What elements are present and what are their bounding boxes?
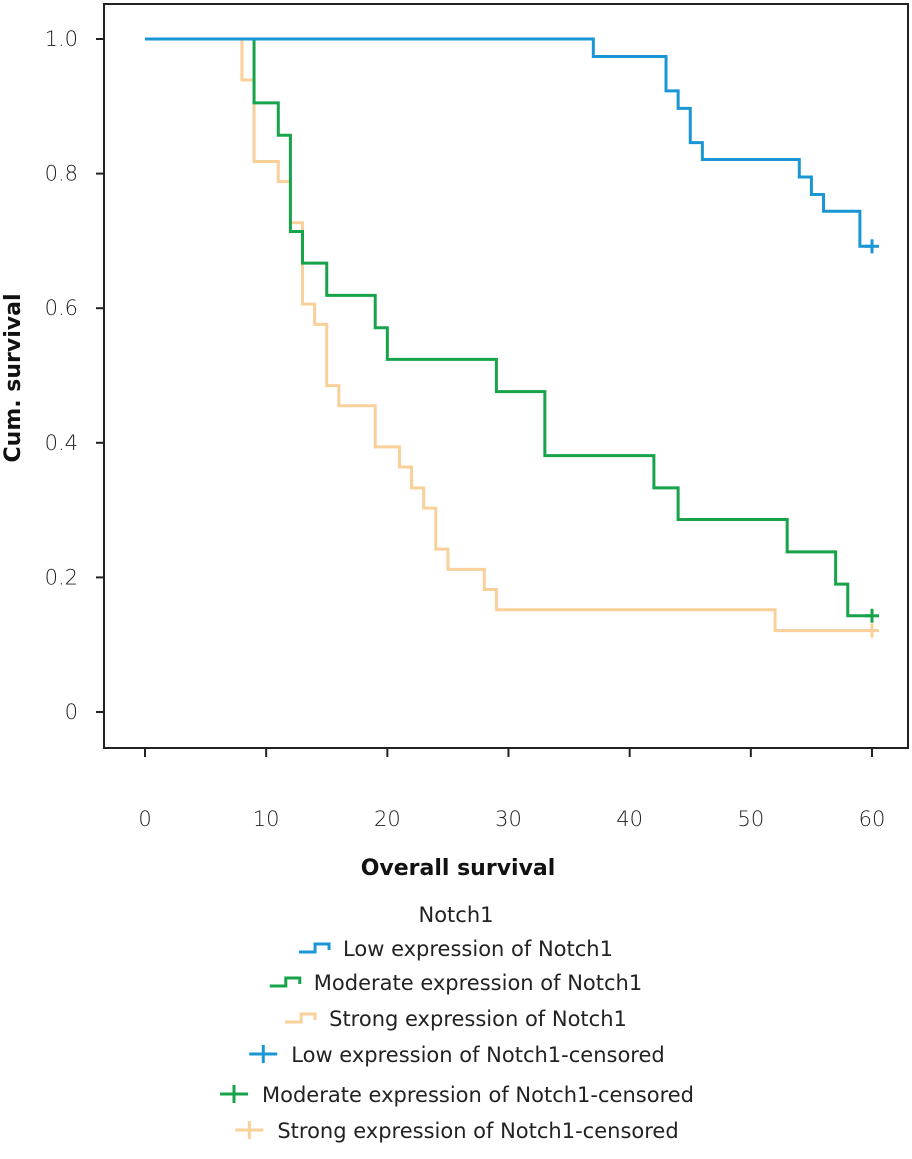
legend-item: Strong expression of Notch1-censored bbox=[235, 1119, 679, 1143]
legend-label: Strong expression of Notch1 bbox=[329, 1007, 627, 1031]
legend: Notch1 Low expression of Notch1 Moderate … bbox=[220, 903, 694, 1143]
y-tick-label: 0.4 bbox=[45, 431, 78, 455]
legend-step-icon bbox=[269, 976, 302, 988]
x-tick-label: 20 bbox=[374, 807, 401, 831]
survival-curve-moderate bbox=[252, 39, 872, 618]
y-tick-label: 0.6 bbox=[45, 296, 78, 320]
x-tick-label: 30 bbox=[495, 807, 522, 831]
legend-label: Moderate expression of Notch1-censored bbox=[262, 1083, 694, 1107]
y-tick-label: 1.0 bbox=[45, 27, 78, 51]
survival-curve-strong bbox=[240, 39, 872, 633]
y-axis-title: Cum. survival bbox=[1, 294, 26, 463]
y-tick-label: 0.2 bbox=[45, 565, 78, 589]
x-axis: 0 10 20 30 40 50 60 bbox=[138, 748, 885, 831]
x-tick-label: 60 bbox=[859, 807, 886, 831]
x-tick-label: 10 bbox=[253, 807, 280, 831]
legend-title: Notch1 bbox=[418, 903, 493, 927]
y-tick-label: 0 bbox=[65, 700, 78, 724]
y-axis: 0 0.2 0.4 0.6 0.8 1.0 bbox=[45, 27, 104, 724]
legend-label: Strong expression of Notch1-censored bbox=[277, 1119, 678, 1143]
series-layer bbox=[145, 37, 879, 638]
legend-label: Low expression of Notch1-censored bbox=[291, 1043, 664, 1067]
x-tick-label: 50 bbox=[737, 807, 764, 831]
legend-item: Moderate expression of Notch1 bbox=[269, 971, 642, 995]
x-tick-label: 40 bbox=[616, 807, 643, 831]
legend-item: Low expression of Notch1 bbox=[299, 937, 613, 961]
legend-label: Moderate expression of Notch1 bbox=[314, 971, 642, 995]
legend-step-icon bbox=[285, 1012, 317, 1024]
legend-item: Moderate expression of Notch1-censored bbox=[220, 1083, 694, 1107]
plot-frame bbox=[103, 3, 909, 749]
legend-item: Strong expression of Notch1 bbox=[285, 1007, 627, 1031]
survival-curve-low bbox=[145, 37, 872, 248]
x-tick-label: 0 bbox=[138, 807, 151, 831]
x-axis-title: Overall survival bbox=[361, 856, 556, 881]
legend-label: Low expression of Notch1 bbox=[343, 937, 613, 961]
y-tick-label: 0.8 bbox=[45, 162, 78, 186]
legend-step-icon bbox=[299, 942, 331, 954]
legend-item: Low expression of Notch1-censored bbox=[249, 1043, 665, 1067]
